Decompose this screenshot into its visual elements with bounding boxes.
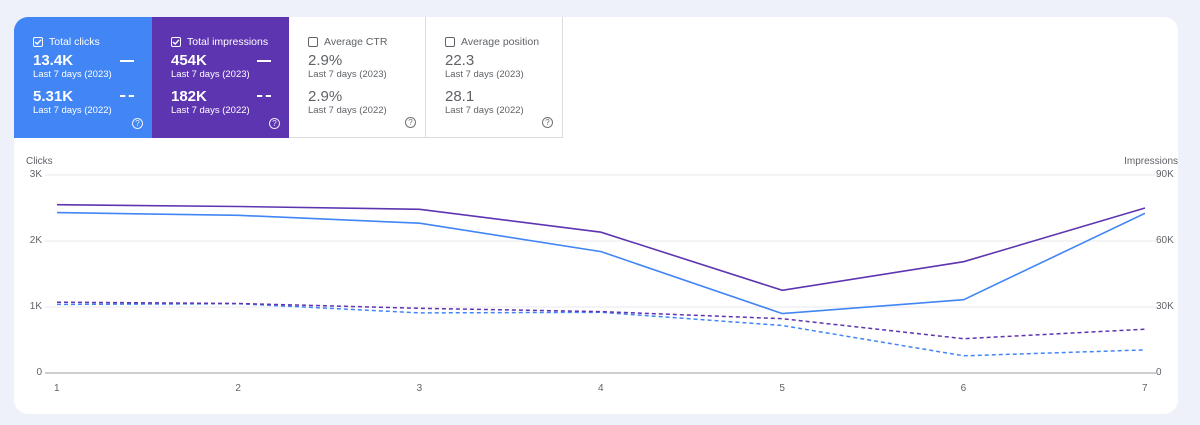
metric-period-2023: Last 7 days (2023) (33, 69, 112, 80)
x-axis-tick-label: 2 (235, 383, 241, 394)
x-axis-tick-label: 1 (54, 383, 60, 394)
metric-period-2022: Last 7 days (2022) (33, 105, 112, 116)
dashed-line-legend-icon (120, 95, 134, 97)
series-line-total-clicks-2022 (56, 302, 1146, 357)
metric-period-2022: Last 7 days (2022) (308, 105, 387, 116)
series-line-total-clicks-2023 (56, 211, 1146, 315)
metric-period-2023: Last 7 days (2023) (308, 69, 387, 80)
metric-tile-average-position[interactable]: Average position 22.3 Last 7 days (2023)… (426, 17, 563, 138)
right-axis-tick-label: 60K (1156, 235, 1174, 246)
checkbox-checked-icon[interactable] (171, 37, 181, 47)
right-axis-title: Impressions (1124, 156, 1178, 167)
metric-value-2022: 28.1 (445, 88, 475, 105)
left-axis-tick-label: 3K (29, 169, 42, 180)
metric-value-2023: 2.9% (308, 52, 343, 69)
help-icon[interactable]: ? (269, 118, 280, 129)
help-icon[interactable]: ? (132, 118, 143, 129)
x-axis-tick-label: 6 (960, 383, 967, 394)
metric-tile-average-ctr[interactable]: Average CTR 2.9% Last 7 days (2023) 2.9%… (289, 17, 426, 138)
metric-value-2023: 454K (171, 52, 207, 69)
metric-value-2022: 5.31K (33, 88, 74, 105)
metric-label: Total clicks (49, 36, 100, 48)
metric-tile-total-impressions[interactable]: Total impressions 454K Last 7 days (2023… (152, 17, 289, 138)
metric-label: Average position (461, 36, 540, 48)
metric-period-2022: Last 7 days (2022) (171, 105, 250, 116)
x-axis-tick-label: 7 (1142, 383, 1148, 394)
metric-tiles: Total clicks 13.4K Last 7 days (2023) 5.… (14, 17, 563, 138)
right-axis-tick-label: 30K (1156, 301, 1174, 312)
metric-value-2022: 182K (171, 88, 207, 105)
series-line-total-impressions-2023 (56, 203, 1146, 292)
metric-period-2022: Last 7 days (2022) (445, 105, 524, 116)
metric-value-2022: 2.9% (308, 88, 343, 105)
metric-tile-total-clicks[interactable]: Total clicks 13.4K Last 7 days (2023) 5.… (14, 17, 152, 138)
metric-label: Average CTR (324, 36, 388, 48)
metric-value-2023: 13.4K (33, 52, 74, 69)
solid-line-legend-icon (257, 60, 271, 62)
checkbox-unchecked-icon[interactable] (445, 37, 455, 47)
left-axis-tick-label: 0 (36, 367, 42, 378)
left-axis-tick-label: 1K (29, 301, 42, 312)
checkbox-checked-icon[interactable] (33, 37, 43, 47)
series-line-total-impressions-2022 (56, 301, 1146, 340)
metric-value-2023: 22.3 (445, 52, 475, 69)
performance-card: Total clicks 13.4K Last 7 days (2023) 5.… (14, 17, 1178, 414)
solid-line-legend-icon (120, 60, 134, 62)
right-axis-tick-label: 0 (1156, 367, 1162, 378)
left-axis-title: Clicks (26, 156, 53, 167)
metric-period-2023: Last 7 days (2023) (445, 69, 524, 80)
checkbox-unchecked-icon[interactable] (308, 37, 318, 47)
dashed-line-legend-icon (257, 95, 271, 97)
metric-label: Total impressions (187, 36, 269, 48)
x-axis-tick-label: 5 (779, 383, 785, 394)
performance-line-chart (45, 174, 1157, 374)
help-icon[interactable]: ? (542, 117, 553, 128)
x-axis-tick-label: 4 (598, 383, 604, 394)
metric-period-2023: Last 7 days (2023) (171, 69, 250, 80)
help-icon[interactable]: ? (405, 117, 416, 128)
left-axis-tick-label: 2K (29, 235, 42, 246)
x-axis-tick-label: 3 (416, 383, 423, 394)
right-axis-tick-label: 90K (1156, 169, 1174, 180)
